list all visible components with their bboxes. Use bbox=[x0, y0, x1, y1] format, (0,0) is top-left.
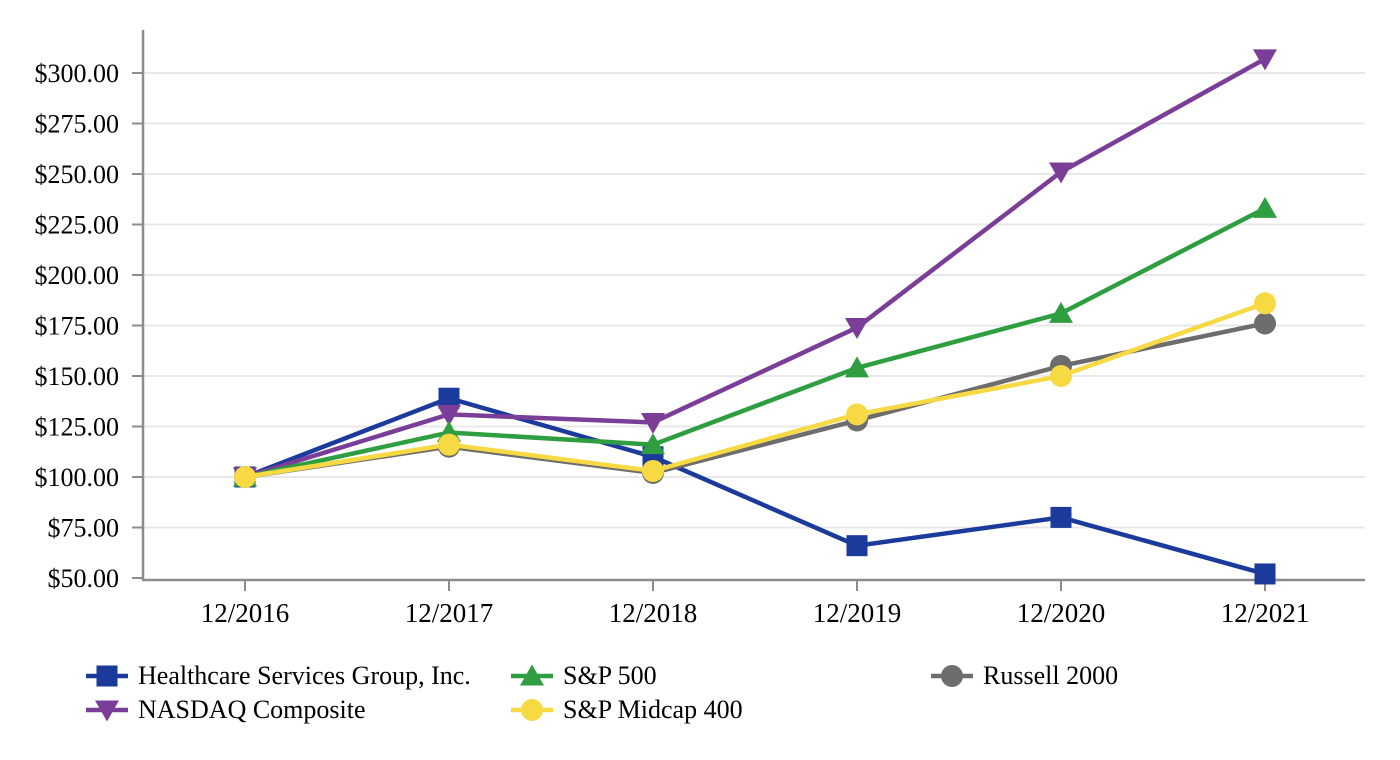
legend-label: S&P Midcap 400 bbox=[563, 694, 743, 724]
x-tick-label: 12/2018 bbox=[609, 598, 698, 628]
y-tick-label: $175.00 bbox=[35, 312, 120, 341]
x-tick-label: 12/2019 bbox=[813, 598, 902, 628]
square-marker-icon bbox=[86, 665, 128, 686]
y-tick-label: $225.00 bbox=[35, 211, 120, 240]
chart-legend: Healthcare Services Group, Inc. S&P 500 … bbox=[85, 660, 1118, 725]
y-tick-label: $75.00 bbox=[48, 514, 120, 543]
y-tick-label: $150.00 bbox=[35, 362, 120, 391]
y-tick-label: $300.00 bbox=[35, 59, 120, 88]
x-tick-label: 12/2016 bbox=[201, 598, 290, 628]
y-tick-label: $250.00 bbox=[35, 160, 120, 189]
y-tick-label: $200.00 bbox=[35, 261, 120, 290]
triangle-down-marker-icon bbox=[86, 700, 128, 721]
x-tick-label: 12/2021 bbox=[1221, 598, 1310, 628]
legend-item-nasdaq-composite: NASDAQ Composite bbox=[85, 694, 510, 725]
circle-marker-icon bbox=[931, 664, 973, 687]
legend-label: Healthcare Services Group, Inc. bbox=[138, 660, 471, 690]
x-axis: 12/2016 12/2017 12/2018 12/2019 12/2020 12/20… bbox=[201, 580, 1310, 628]
y-tick-label: $50.00 bbox=[48, 564, 120, 593]
gridlines bbox=[143, 72, 1365, 529]
x-tick-label: 12/2020 bbox=[1017, 598, 1106, 628]
legend-item-sp-midcap-400: S&P Midcap 400 bbox=[510, 694, 930, 725]
series-nasdaq-composite bbox=[233, 49, 1277, 489]
legend-label: S&P 500 bbox=[563, 660, 657, 690]
y-tick-label: $100.00 bbox=[35, 463, 120, 492]
series-s-p-500 bbox=[233, 196, 1277, 487]
y-tick-label: $275.00 bbox=[35, 110, 120, 139]
circle-marker-icon bbox=[511, 698, 553, 721]
series-s-p-midcap-400 bbox=[234, 292, 1276, 488]
legend-item-sp500: S&P 500 bbox=[510, 660, 930, 691]
triangle-up-marker-icon bbox=[511, 664, 553, 685]
series-russell-2000 bbox=[234, 312, 1276, 488]
legend-item-russell-2000: Russell 2000 bbox=[930, 660, 1118, 691]
series-healthcare-services-group-inc bbox=[234, 387, 1276, 585]
y-tick-label: $125.00 bbox=[35, 413, 120, 442]
x-tick-label: 12/2017 bbox=[405, 598, 494, 628]
legend-item-healthcare-services-group: Healthcare Services Group, Inc. bbox=[85, 660, 510, 691]
y-axis: $50.00 $75.00 $100.00 $125.00 $150.00 $175.00… bbox=[35, 59, 143, 593]
axis-lines bbox=[141, 30, 1365, 582]
legend-label: NASDAQ Composite bbox=[138, 694, 366, 724]
legend-label: Russell 2000 bbox=[983, 660, 1119, 690]
performance-line-chart: $50.00 $75.00 $100.00 $125.00 $150.00 $175.00… bbox=[35, 30, 1365, 628]
